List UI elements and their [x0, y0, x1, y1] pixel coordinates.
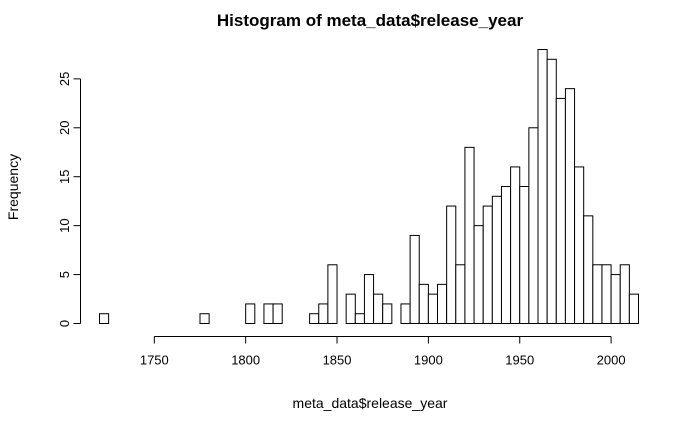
histogram-bar [263, 303, 274, 324]
histogram-bar [500, 186, 512, 324]
histogram-bar [491, 195, 502, 325]
histogram-bar [464, 146, 475, 324]
histogram-bar [519, 186, 530, 324]
x-tick-label: 1800 [231, 353, 260, 368]
histogram-bar [373, 293, 384, 324]
histogram-bar [437, 283, 448, 325]
y-tick-label: 0 [57, 320, 72, 327]
histogram-bar [309, 313, 320, 325]
histogram-bar [363, 274, 375, 325]
y-tick-label: 5 [57, 271, 72, 278]
bars-group [99, 49, 639, 325]
x-tick-label: 1900 [414, 353, 443, 368]
histogram-bar [601, 264, 612, 324]
histogram-bar [327, 264, 338, 324]
x-axis-label: meta_data$release_year [293, 395, 448, 411]
histogram-bar [409, 234, 420, 324]
histogram-bar [455, 264, 466, 324]
histogram-bar [482, 205, 493, 324]
chart-title: Histogram of meta_data$release_year [217, 11, 524, 30]
histogram-bar [528, 127, 539, 324]
histogram-bar [318, 303, 329, 324]
histogram-bar [345, 293, 356, 324]
histogram-bar [619, 264, 630, 324]
histogram-bar [546, 58, 557, 325]
histogram-bar [199, 313, 210, 325]
histogram-bar [99, 313, 110, 325]
y-tick-label: 20 [57, 121, 72, 135]
histogram-bar [610, 274, 621, 325]
x-tick-label: 1850 [323, 353, 352, 368]
histogram-bar [628, 293, 639, 324]
histogram-bar [555, 97, 566, 324]
histogram-bar [537, 49, 548, 324]
x-tick-label: 1750 [140, 353, 169, 368]
histogram-bar [510, 166, 521, 324]
histogram-bar [427, 293, 439, 324]
y-tick-label: 15 [57, 169, 72, 183]
y-tick-label: 25 [57, 72, 72, 86]
x-axis: 1750 1800 1850 1900 1950 2000 [140, 336, 626, 368]
y-tick-label: 10 [57, 218, 72, 232]
histogram-bar [272, 303, 283, 324]
histogram-bar [473, 225, 484, 324]
histogram-bar [583, 215, 594, 325]
x-tick-label: 1950 [505, 353, 534, 368]
x-tick-label: 2000 [597, 353, 626, 368]
histogram-bar [418, 283, 429, 325]
histogram-bar [592, 264, 603, 324]
histogram-bar [382, 303, 393, 324]
histogram-bar [354, 313, 365, 325]
histogram-bar [574, 166, 585, 324]
histogram-bar [564, 88, 576, 325]
y-axis-label: Frequency [5, 154, 21, 220]
histogram-bar [446, 205, 457, 324]
histogram-bar [400, 303, 411, 324]
y-axis: 0 5 10 15 20 25 [57, 72, 81, 327]
histogram-bar [245, 303, 256, 324]
